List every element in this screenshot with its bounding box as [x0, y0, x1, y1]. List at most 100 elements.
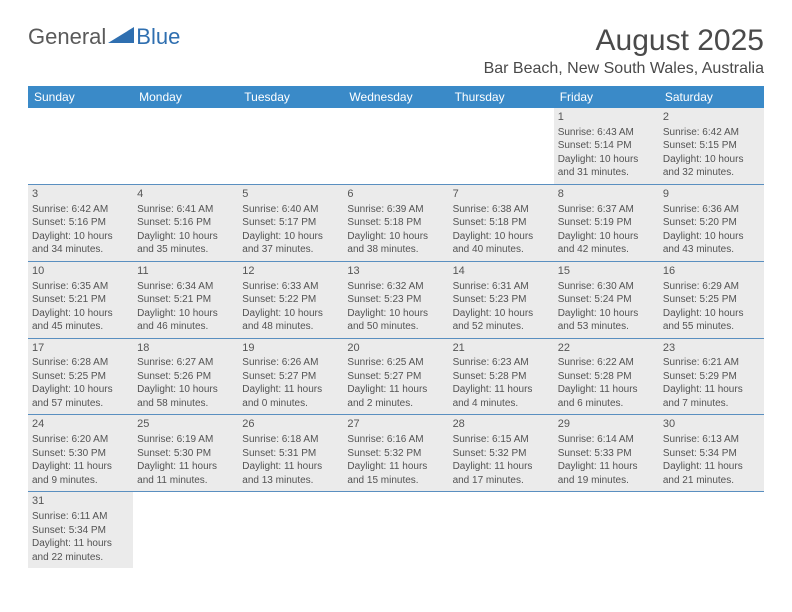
calendar-day: 19Sunrise: 6:26 AMSunset: 5:27 PMDayligh…	[238, 338, 343, 415]
calendar-week: 31Sunrise: 6:11 AMSunset: 5:34 PMDayligh…	[28, 492, 764, 568]
calendar-day: 15Sunrise: 6:30 AMSunset: 5:24 PMDayligh…	[554, 261, 659, 338]
location: Bar Beach, New South Wales, Australia	[484, 60, 764, 78]
calendar-day: 21Sunrise: 6:23 AMSunset: 5:28 PMDayligh…	[449, 338, 554, 415]
day-details: Sunrise: 6:32 AMSunset: 5:23 PMDaylight:…	[347, 280, 444, 334]
day-number: 27	[347, 417, 444, 432]
day-details: Sunrise: 6:25 AMSunset: 5:27 PMDaylight:…	[347, 356, 444, 410]
calendar-day: 13Sunrise: 6:32 AMSunset: 5:23 PMDayligh…	[343, 261, 448, 338]
calendar-day	[449, 492, 554, 568]
calendar-day: 3Sunrise: 6:42 AMSunset: 5:16 PMDaylight…	[28, 184, 133, 261]
day-details: Sunrise: 6:14 AMSunset: 5:33 PMDaylight:…	[558, 433, 655, 487]
day-number: 12	[242, 264, 339, 279]
logo-text-general: General	[28, 24, 106, 50]
calendar-day: 5Sunrise: 6:40 AMSunset: 5:17 PMDaylight…	[238, 184, 343, 261]
calendar-day: 26Sunrise: 6:18 AMSunset: 5:31 PMDayligh…	[238, 415, 343, 492]
calendar-day: 23Sunrise: 6:21 AMSunset: 5:29 PMDayligh…	[659, 338, 764, 415]
calendar-week: 17Sunrise: 6:28 AMSunset: 5:25 PMDayligh…	[28, 338, 764, 415]
day-details: Sunrise: 6:42 AMSunset: 5:15 PMDaylight:…	[663, 126, 760, 180]
day-header: Sunday	[28, 86, 133, 108]
calendar-day: 20Sunrise: 6:25 AMSunset: 5:27 PMDayligh…	[343, 338, 448, 415]
day-number: 4	[137, 187, 234, 202]
calendar-day: 4Sunrise: 6:41 AMSunset: 5:16 PMDaylight…	[133, 184, 238, 261]
day-number: 1	[558, 110, 655, 125]
day-number: 28	[453, 417, 550, 432]
calendar-week: 3Sunrise: 6:42 AMSunset: 5:16 PMDaylight…	[28, 184, 764, 261]
logo-triangle-icon	[108, 25, 134, 43]
calendar-day: 25Sunrise: 6:19 AMSunset: 5:30 PMDayligh…	[133, 415, 238, 492]
calendar-day: 17Sunrise: 6:28 AMSunset: 5:25 PMDayligh…	[28, 338, 133, 415]
day-number: 31	[32, 494, 129, 509]
day-header: Tuesday	[238, 86, 343, 108]
calendar-day	[449, 108, 554, 184]
day-details: Sunrise: 6:23 AMSunset: 5:28 PMDaylight:…	[453, 356, 550, 410]
day-header: Saturday	[659, 86, 764, 108]
day-details: Sunrise: 6:28 AMSunset: 5:25 PMDaylight:…	[32, 356, 129, 410]
calendar-day: 9Sunrise: 6:36 AMSunset: 5:20 PMDaylight…	[659, 184, 764, 261]
day-details: Sunrise: 6:27 AMSunset: 5:26 PMDaylight:…	[137, 356, 234, 410]
day-number: 15	[558, 264, 655, 279]
calendar-day: 12Sunrise: 6:33 AMSunset: 5:22 PMDayligh…	[238, 261, 343, 338]
day-details: Sunrise: 6:43 AMSunset: 5:14 PMDaylight:…	[558, 126, 655, 180]
day-number: 30	[663, 417, 760, 432]
day-details: Sunrise: 6:18 AMSunset: 5:31 PMDaylight:…	[242, 433, 339, 487]
day-number: 19	[242, 341, 339, 356]
calendar-day	[343, 492, 448, 568]
day-number: 20	[347, 341, 444, 356]
day-details: Sunrise: 6:20 AMSunset: 5:30 PMDaylight:…	[32, 433, 129, 487]
day-number: 24	[32, 417, 129, 432]
calendar-day	[554, 492, 659, 568]
day-details: Sunrise: 6:19 AMSunset: 5:30 PMDaylight:…	[137, 433, 234, 487]
day-details: Sunrise: 6:22 AMSunset: 5:28 PMDaylight:…	[558, 356, 655, 410]
day-number: 3	[32, 187, 129, 202]
logo: General Blue	[28, 24, 180, 50]
day-details: Sunrise: 6:26 AMSunset: 5:27 PMDaylight:…	[242, 356, 339, 410]
day-number: 18	[137, 341, 234, 356]
day-number: 6	[347, 187, 444, 202]
day-number: 29	[558, 417, 655, 432]
calendar-day: 16Sunrise: 6:29 AMSunset: 5:25 PMDayligh…	[659, 261, 764, 338]
calendar-day: 29Sunrise: 6:14 AMSunset: 5:33 PMDayligh…	[554, 415, 659, 492]
day-details: Sunrise: 6:40 AMSunset: 5:17 PMDaylight:…	[242, 203, 339, 257]
day-details: Sunrise: 6:33 AMSunset: 5:22 PMDaylight:…	[242, 280, 339, 334]
calendar-day	[238, 108, 343, 184]
calendar-day: 2Sunrise: 6:42 AMSunset: 5:15 PMDaylight…	[659, 108, 764, 184]
calendar-day: 6Sunrise: 6:39 AMSunset: 5:18 PMDaylight…	[343, 184, 448, 261]
day-details: Sunrise: 6:36 AMSunset: 5:20 PMDaylight:…	[663, 203, 760, 257]
calendar-day: 28Sunrise: 6:15 AMSunset: 5:32 PMDayligh…	[449, 415, 554, 492]
calendar-day	[343, 108, 448, 184]
day-header: Monday	[133, 86, 238, 108]
calendar-day: 27Sunrise: 6:16 AMSunset: 5:32 PMDayligh…	[343, 415, 448, 492]
calendar-day: 11Sunrise: 6:34 AMSunset: 5:21 PMDayligh…	[133, 261, 238, 338]
calendar-day: 30Sunrise: 6:13 AMSunset: 5:34 PMDayligh…	[659, 415, 764, 492]
day-details: Sunrise: 6:11 AMSunset: 5:34 PMDaylight:…	[32, 510, 129, 564]
calendar-week: 24Sunrise: 6:20 AMSunset: 5:30 PMDayligh…	[28, 415, 764, 492]
day-number: 2	[663, 110, 760, 125]
calendar-day: 1Sunrise: 6:43 AMSunset: 5:14 PMDaylight…	[554, 108, 659, 184]
calendar-day	[28, 108, 133, 184]
day-details: Sunrise: 6:29 AMSunset: 5:25 PMDaylight:…	[663, 280, 760, 334]
calendar-day: 31Sunrise: 6:11 AMSunset: 5:34 PMDayligh…	[28, 492, 133, 568]
logo-text-blue: Blue	[136, 24, 180, 50]
day-details: Sunrise: 6:37 AMSunset: 5:19 PMDaylight:…	[558, 203, 655, 257]
calendar-day	[133, 108, 238, 184]
day-number: 16	[663, 264, 760, 279]
day-number: 26	[242, 417, 339, 432]
day-details: Sunrise: 6:38 AMSunset: 5:18 PMDaylight:…	[453, 203, 550, 257]
day-number: 7	[453, 187, 550, 202]
day-details: Sunrise: 6:16 AMSunset: 5:32 PMDaylight:…	[347, 433, 444, 487]
day-number: 14	[453, 264, 550, 279]
day-details: Sunrise: 6:35 AMSunset: 5:21 PMDaylight:…	[32, 280, 129, 334]
day-number: 17	[32, 341, 129, 356]
month-title: August 2025	[484, 24, 764, 58]
calendar-day: 18Sunrise: 6:27 AMSunset: 5:26 PMDayligh…	[133, 338, 238, 415]
calendar-table: SundayMondayTuesdayWednesdayThursdayFrid…	[28, 86, 764, 568]
calendar-day: 8Sunrise: 6:37 AMSunset: 5:19 PMDaylight…	[554, 184, 659, 261]
day-number: 21	[453, 341, 550, 356]
calendar-day: 7Sunrise: 6:38 AMSunset: 5:18 PMDaylight…	[449, 184, 554, 261]
calendar-week: 1Sunrise: 6:43 AMSunset: 5:14 PMDaylight…	[28, 108, 764, 184]
day-number: 13	[347, 264, 444, 279]
calendar-day: 10Sunrise: 6:35 AMSunset: 5:21 PMDayligh…	[28, 261, 133, 338]
day-details: Sunrise: 6:39 AMSunset: 5:18 PMDaylight:…	[347, 203, 444, 257]
day-number: 8	[558, 187, 655, 202]
day-number: 5	[242, 187, 339, 202]
